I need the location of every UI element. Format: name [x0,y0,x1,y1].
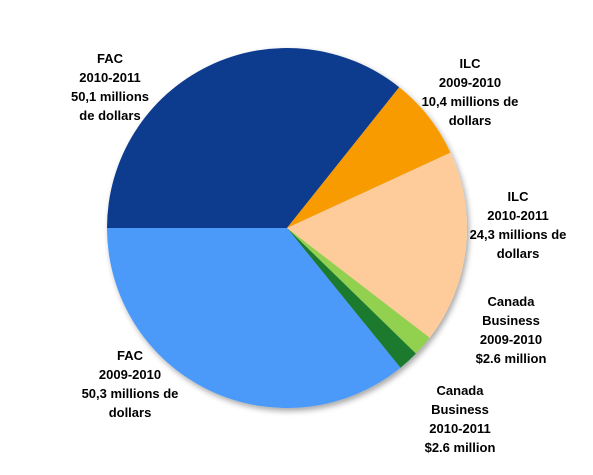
value-label: $2.6 million [476,351,547,366]
label-line: ILC [508,189,530,204]
label-line: dollars [497,246,540,261]
label-line: de dollars [79,108,140,123]
label-line: 2009-2010 [480,332,542,347]
category-label: Canada Business 2010-2011 [429,383,490,436]
label-line: FAC [97,51,124,66]
category-label: FAC 2009-2010 [99,348,161,382]
label-line: ILC [460,56,482,71]
labels: FAC 2010-2011 50,1 millions de dollars ILC 20… [71,51,566,455]
label-line: 50,1 millions [71,89,149,104]
label-line: Canada [437,383,485,398]
pie-slice [107,228,401,409]
label-line: Business [431,402,489,417]
label-line: 2010-2011 [79,70,140,85]
pie-slice [287,87,451,229]
value-label: 10,4 millions de dollars [422,94,519,128]
label-line: 2009-2010 [439,75,501,90]
label-line: 2009-2010 [99,367,161,382]
category-label: FAC 2010-2011 [79,51,140,85]
value-label: 24,3 millions de dollars [470,227,567,261]
label-line: 2010-2011 [429,421,490,436]
label-line: $2.6 million [425,440,496,455]
category-label: Canada Business 2009-2010 [480,294,542,347]
category-label: ILC 2010-2011 [487,189,548,223]
label-line: 24,3 millions de [470,227,567,242]
value-label: 50,3 millions de dollars [82,386,179,420]
label-line: $2.6 million [476,351,547,366]
label-line: Business [482,313,540,328]
value-label: 50,1 millions de dollars [71,89,149,123]
label-line: FAC [117,348,144,363]
label-line: 10,4 millions de [422,94,519,109]
pie-slice [287,228,430,354]
label-line: dollars [109,405,152,420]
value-label: $2.6 million [425,440,496,455]
label-line: 2010-2011 [487,208,548,223]
label-line: dollars [449,113,492,128]
label-line: 50,3 millions de [82,386,179,401]
pie [107,48,467,409]
label-line: Canada [488,294,536,309]
pie-slice [287,152,467,338]
pie-slice [107,48,400,228]
pie-slice [287,228,416,368]
category-label: ILC 2009-2010 [439,56,501,90]
